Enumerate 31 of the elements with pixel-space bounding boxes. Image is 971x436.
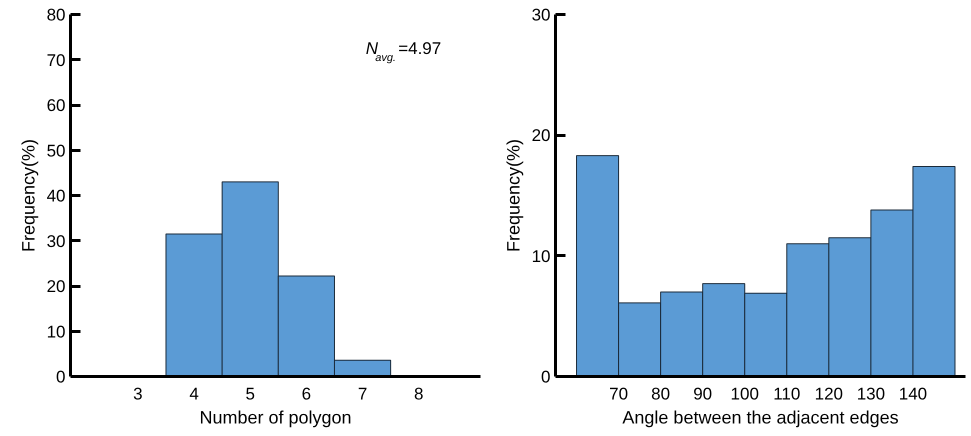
x-tick-label: 4 [189, 384, 199, 404]
x-axis-title: Angle between the adjacent edges [622, 408, 899, 428]
x-tick-label: 130 [856, 384, 886, 404]
y-tick-label: 30 [532, 6, 551, 24]
y-axis-title: Frequency(%) [504, 138, 524, 252]
x-tick-label: 140 [898, 384, 928, 404]
y-axis-title: Frequency(%) [18, 138, 39, 252]
y-tick-label: 30 [46, 232, 66, 251]
x-tick-label: 120 [814, 384, 844, 404]
x-tick-label: 5 [246, 384, 255, 404]
x-tick-label: 90 [693, 384, 712, 404]
y-tick-label: 10 [532, 246, 551, 266]
x-tick-label: 110 [773, 384, 800, 404]
y-tick-label: 80 [46, 6, 66, 24]
y-tick-label: 70 [46, 50, 66, 70]
y-tick-label: 0 [56, 368, 66, 386]
x-axis-title: Number of polygon [199, 408, 352, 428]
x-tick-label: 3 [133, 384, 143, 404]
y-tick-label: 40 [46, 186, 66, 206]
y-tick-label: 60 [46, 96, 66, 115]
y-tick-label: 50 [46, 141, 66, 160]
y-tick-label: 10 [46, 322, 66, 342]
x-tick-label: 8 [414, 384, 424, 404]
y-tick-label: 0 [541, 368, 551, 386]
x-tick-label: 6 [302, 384, 312, 404]
y-tick-label: 20 [46, 277, 66, 296]
x-tick-label: 70 [609, 384, 628, 404]
x-tick-label: 100 [730, 384, 759, 404]
x-tick-label: 80 [651, 384, 670, 404]
x-tick-label: 7 [358, 384, 368, 404]
y-tick-label: 20 [532, 126, 551, 146]
